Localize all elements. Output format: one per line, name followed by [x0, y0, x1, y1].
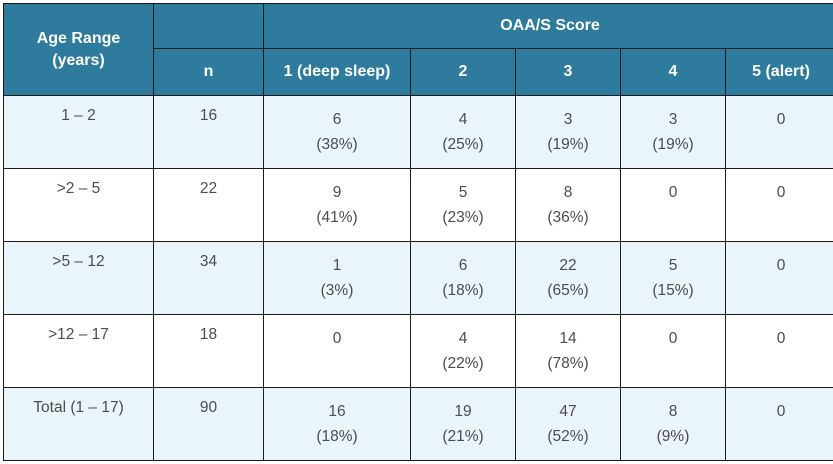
score-percent: (18%) [442, 282, 484, 299]
score-cell: 0 [620, 314, 726, 388]
score-count: 8 [668, 403, 678, 420]
table-row-age-1-2: 1 – 2 16 6 (38%) 4 (25%) 3 (19%) 3 (19%) 0 [3, 95, 833, 169]
score-count: 1 [332, 257, 342, 274]
oaas-score-table: Age Range (years) OAA/S Score n 1 (deep … [3, 3, 833, 461]
score-count: 0 [668, 184, 678, 201]
header-age-range-line1: Age Range [36, 29, 121, 47]
score-count: 0 [668, 330, 678, 347]
age-cell: Total (1 – 17) [3, 387, 154, 461]
score-cell: 1 (3%) [263, 241, 411, 315]
score-percent: (65%) [547, 282, 589, 299]
header-n: n [153, 48, 264, 96]
n-cell: 16 [153, 95, 264, 169]
score-percent: (18%) [316, 428, 358, 445]
score-count: 0 [332, 330, 342, 347]
score-count: 0 [776, 111, 786, 128]
score-cell: 16 (18%) [263, 387, 411, 461]
score-count: 0 [776, 257, 786, 274]
score-percent: (41%) [316, 209, 358, 226]
score-cell: 0 [724, 95, 833, 169]
score-percent: (23%) [442, 209, 484, 226]
score-cell: 0 [620, 168, 726, 242]
score-cell: 14 (78%) [515, 314, 621, 388]
score-cell: 3 (19%) [620, 95, 726, 169]
n-cell: 34 [153, 241, 264, 315]
score-cell: 8 (36%) [515, 168, 621, 242]
age-cell: >12 – 17 [3, 314, 154, 388]
score-percent: (9%) [656, 428, 690, 445]
score-count: 0 [776, 330, 786, 347]
score-percent: (19%) [547, 136, 589, 153]
score-cell: 8 (9%) [620, 387, 726, 461]
score-cell: 9 (41%) [263, 168, 411, 242]
table-row-age-5-12: >5 – 12 34 1 (3%) 6 (18%) 22 (65%) 5 (15%) 0 [3, 241, 833, 315]
score-percent: (21%) [442, 428, 484, 445]
score-count: 6 [458, 257, 468, 274]
age-cell: >5 – 12 [3, 241, 154, 315]
score-count: 14 [559, 330, 577, 347]
score-count: 5 [668, 257, 678, 274]
score-cell: 6 (38%) [263, 95, 411, 169]
header-age-range: Age Range (years) [3, 3, 154, 96]
score-cell: 0 [724, 314, 833, 388]
score-count: 5 [458, 184, 468, 201]
score-cell: 4 (25%) [410, 95, 516, 169]
score-count: 19 [454, 403, 472, 420]
score-cell: 19 (21%) [410, 387, 516, 461]
score-cell: 0 [724, 241, 833, 315]
score-cell: 5 (15%) [620, 241, 726, 315]
score-count: 9 [332, 184, 342, 201]
score-percent: (52%) [547, 428, 589, 445]
score-count: 47 [559, 403, 577, 420]
n-cell: 18 [153, 314, 264, 388]
score-count: 0 [776, 403, 786, 420]
score-count: 4 [458, 111, 468, 128]
n-cell: 22 [153, 168, 264, 242]
header-empty-cell [153, 3, 264, 49]
age-cell: >2 – 5 [3, 168, 154, 242]
score-count: 16 [328, 403, 346, 420]
score-percent: (38%) [316, 136, 358, 153]
score-count: 6 [332, 111, 342, 128]
table-row-total: Total (1 – 17) 90 16 (18%) 19 (21%) 47 (52%… [3, 387, 833, 461]
score-cell: 47 (52%) [515, 387, 621, 461]
score-count: 22 [559, 257, 577, 274]
score-count: 4 [458, 330, 468, 347]
score-count: 3 [668, 111, 678, 128]
header-score-2: 2 [410, 48, 516, 96]
score-percent: (25%) [442, 136, 484, 153]
header-score-1: 1 (deep sleep) [263, 48, 411, 96]
score-count: 8 [563, 184, 573, 201]
score-cell: 0 [724, 168, 833, 242]
score-percent: (36%) [547, 209, 589, 226]
header-score-3: 3 [515, 48, 621, 96]
header-oaas-score: OAA/S Score [262, 3, 833, 49]
n-cell: 90 [153, 387, 264, 461]
header-score-4: 4 [620, 48, 726, 96]
score-cell: 3 (19%) [515, 95, 621, 169]
score-cell: 0 [724, 387, 833, 461]
table-row-age-12-17: >12 – 17 18 0 4 (22%) 14 (78%) 0 0 [3, 314, 833, 388]
score-cell: 4 (22%) [410, 314, 516, 388]
header-score-5: 5 (alert) [724, 48, 833, 96]
score-count: 0 [776, 184, 786, 201]
score-cell: 6 (18%) [410, 241, 516, 315]
score-percent: (3%) [320, 282, 354, 299]
age-cell: 1 – 2 [3, 95, 154, 169]
score-percent: (22%) [442, 355, 484, 372]
header-age-range-line2: (years) [52, 51, 105, 69]
table-row-age-2-5: >2 – 5 22 9 (41%) 5 (23%) 8 (36%) 0 0 [3, 168, 833, 242]
score-cell: 0 [263, 314, 411, 388]
score-percent: (19%) [652, 136, 694, 153]
score-cell: 22 (65%) [515, 241, 621, 315]
score-percent: (78%) [547, 355, 589, 372]
score-percent: (15%) [652, 282, 694, 299]
score-cell: 5 (23%) [410, 168, 516, 242]
score-count: 3 [563, 111, 573, 128]
